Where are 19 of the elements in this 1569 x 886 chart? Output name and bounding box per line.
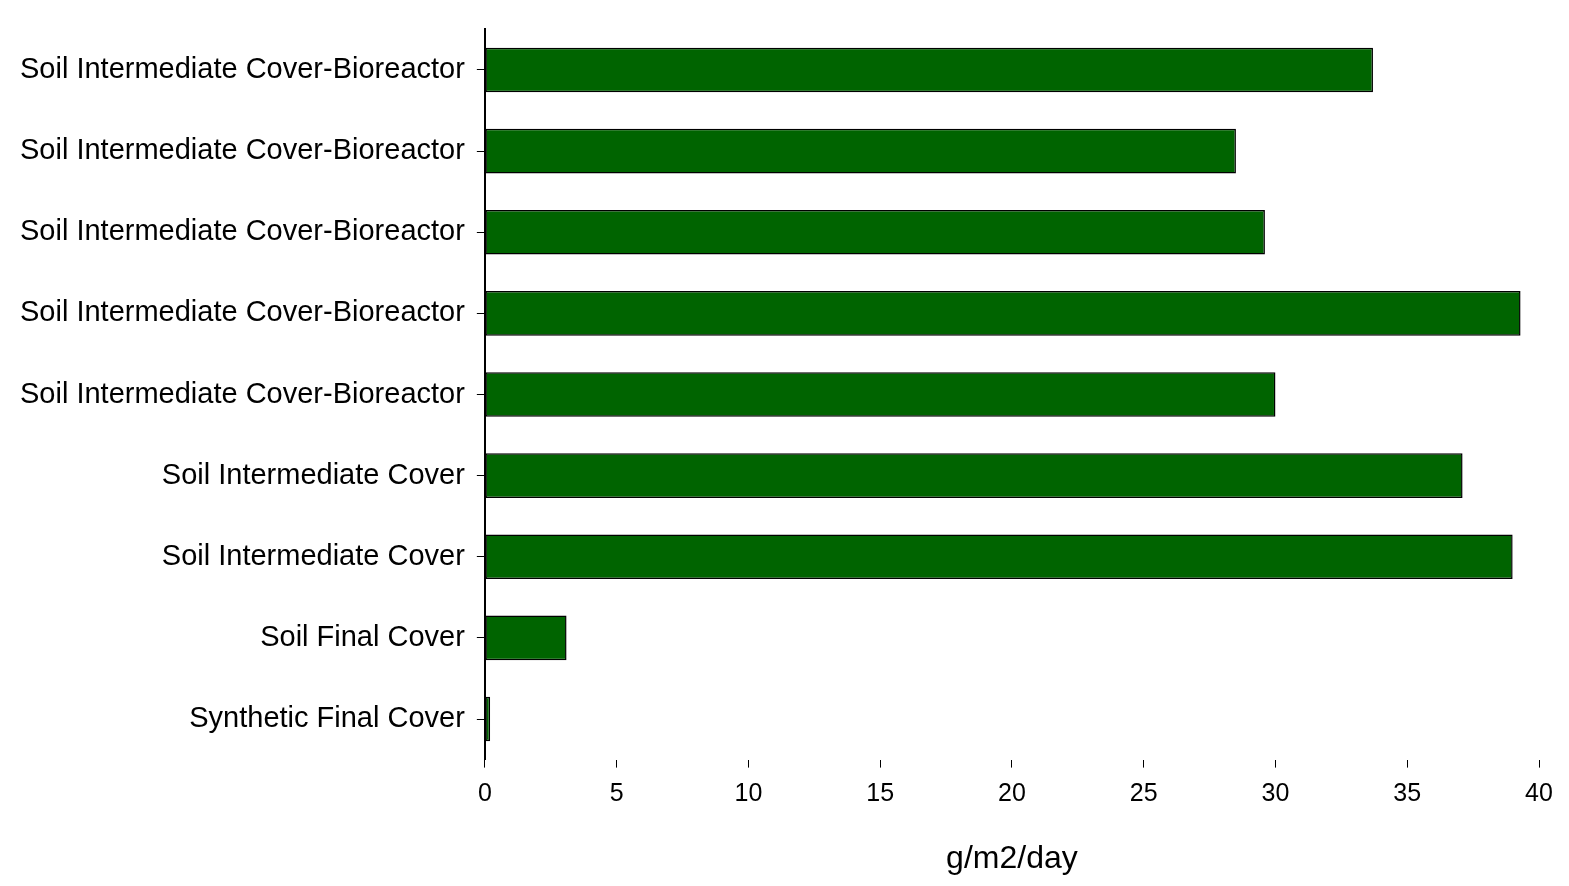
y-tick-label: Soil Intermediate Cover-Bioreactor [20,376,466,409]
y-tick-label: Soil Intermediate Cover [161,538,466,571]
x-tick-label: 10 [734,778,763,807]
y-tick-label: Soil Intermediate Cover-Bioreactor [20,51,466,84]
y-tick-label: Synthetic Final Cover [189,701,466,734]
x-tick-label: 15 [866,778,895,807]
y-tick-label: Soil Intermediate Cover [161,457,466,490]
y-tick-label: Soil Intermediate Cover-Bioreactor [20,133,466,166]
x-tick-label: 40 [1525,778,1553,807]
x-tick-label: 35 [1393,778,1422,807]
x-tick-label: 0 [477,778,492,807]
x-tick-label: 5 [609,778,624,807]
x-tick-label: 30 [1261,778,1290,807]
y-tick-label: Soil Intermediate Cover-Bioreactor [20,214,466,247]
y-tick-label: Soil Final Cover [260,619,466,652]
x-tick-label: 20 [998,778,1026,807]
y-tick-label: Soil Intermediate Cover-Bioreactor [20,295,466,328]
x-axis-title: g/m2/day [946,838,1078,875]
x-tick-label: 25 [1129,778,1158,807]
